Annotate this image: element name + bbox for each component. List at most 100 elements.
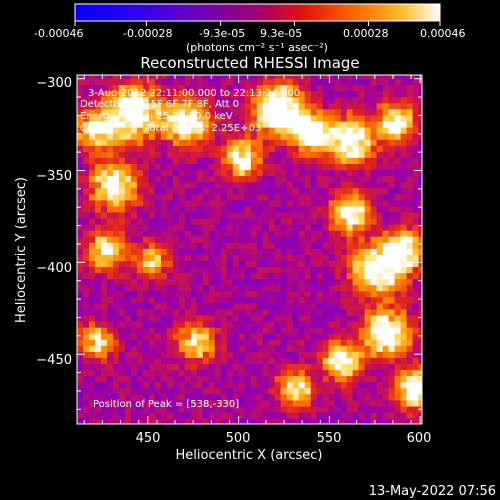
heatmap-cell — [202, 145, 210, 152]
heatmap-cell — [178, 296, 186, 304]
heatmap-cell — [370, 411, 378, 419]
heatmap-cell — [304, 375, 312, 383]
heatmap-cell — [400, 314, 408, 322]
heatmap-cell — [154, 248, 162, 255]
heatmap-cell — [130, 75, 138, 80]
heatmap-cell — [118, 102, 126, 110]
heatmap-cell — [280, 187, 288, 195]
heatmap-cell — [208, 399, 216, 407]
heatmap-cell — [262, 387, 270, 395]
heatmap-cell — [107, 211, 114, 219]
heatmap-cell — [130, 351, 138, 358]
heatmap-cell — [262, 381, 270, 389]
heatmap-cell — [412, 339, 420, 346]
heatmap-cell — [370, 272, 378, 280]
heatmap-cell — [208, 333, 216, 340]
heatmap-cell — [310, 199, 318, 207]
heatmap-cell — [316, 411, 324, 419]
heatmap-cell — [130, 217, 138, 225]
heatmap-cell — [400, 375, 408, 383]
heatmap-cell — [226, 139, 234, 146]
heatmap-cell — [226, 181, 234, 189]
heatmap-cell — [130, 230, 138, 237]
heatmap-cell — [196, 369, 204, 377]
heatmap-cell — [95, 308, 102, 316]
heatmap-cell — [286, 217, 294, 225]
heatmap-cell — [118, 199, 126, 207]
heatmap-cell — [286, 187, 294, 195]
heatmap-cell — [77, 345, 84, 352]
heatmap-cell — [107, 108, 114, 116]
heatmap-cell — [172, 345, 180, 352]
heatmap-cell — [370, 151, 378, 158]
heatmap-cell — [394, 90, 402, 98]
heatmap-cell — [184, 84, 192, 92]
heatmap-cell — [400, 114, 408, 122]
heatmap-cell — [77, 163, 84, 171]
heatmap-cell — [190, 314, 198, 322]
heatmap-cell — [214, 169, 222, 177]
heatmap-cell — [244, 369, 252, 377]
heatmap-cell — [154, 314, 162, 322]
heatmap-cell — [376, 96, 384, 104]
heatmap-cell — [418, 302, 422, 310]
heatmap-cell — [136, 187, 144, 195]
heatmap-cell — [406, 75, 414, 80]
heatmap-cell — [400, 302, 408, 310]
heatmap-cell — [340, 205, 348, 213]
heatmap-cell — [286, 211, 294, 219]
heatmap-cell — [418, 399, 422, 407]
heatmap-cell — [286, 290, 294, 298]
heatmap-cell — [328, 211, 336, 219]
heatmap-cell — [113, 193, 120, 201]
heatmap-cell — [376, 187, 384, 195]
heatmap-cell — [358, 230, 366, 237]
heatmap-cell — [154, 381, 162, 389]
heatmap-cell — [89, 363, 96, 371]
heatmap-cell — [298, 363, 306, 371]
heatmap-cell — [202, 327, 210, 334]
heatmap-cell — [346, 169, 354, 177]
heatmap-cell — [226, 169, 234, 177]
heatmap-cell — [310, 75, 318, 80]
heatmap-cell — [172, 351, 180, 358]
heatmap-cell — [220, 405, 228, 413]
heatmap-cell — [148, 345, 156, 352]
heatmap-cell — [310, 314, 318, 322]
heatmap-cell — [286, 278, 294, 286]
heatmap-cell — [256, 151, 264, 158]
heatmap-cell — [400, 363, 408, 371]
heatmap-cell — [286, 248, 294, 255]
heatmap-cell — [142, 205, 150, 213]
heatmap-cell — [136, 284, 144, 292]
heatmap-cell — [107, 75, 114, 80]
heatmap-cell — [382, 169, 390, 177]
heatmap-cell — [83, 151, 90, 158]
heatmap-cell — [238, 242, 246, 249]
heatmap-cell — [232, 351, 240, 358]
heatmap-cell — [160, 75, 168, 80]
heatmap-cell — [202, 193, 210, 201]
heatmap-cell — [166, 248, 174, 255]
heatmap-cell — [107, 120, 114, 128]
heatmap-cell — [250, 242, 258, 249]
heatmap-cell — [214, 284, 222, 292]
heatmap-cell — [376, 327, 384, 334]
heatmap-cell — [334, 248, 342, 255]
heatmap-cell — [280, 393, 288, 401]
heatmap-cell — [274, 127, 282, 134]
heatmap-cell — [136, 375, 144, 383]
heatmap-cell — [160, 211, 168, 219]
heatmap-cell — [340, 108, 348, 116]
heatmap-cell — [310, 205, 318, 213]
heatmap-cell — [83, 217, 90, 225]
heatmap-cell — [118, 357, 126, 364]
heatmap-cell — [172, 90, 180, 98]
heatmap-cell — [376, 181, 384, 189]
heatmap-cell — [298, 308, 306, 316]
heatmap-cell — [107, 84, 114, 92]
heatmap-cell — [412, 411, 420, 419]
heatmap-cell — [113, 345, 120, 352]
heatmap-cell — [298, 399, 306, 407]
heatmap-cell — [310, 248, 318, 255]
